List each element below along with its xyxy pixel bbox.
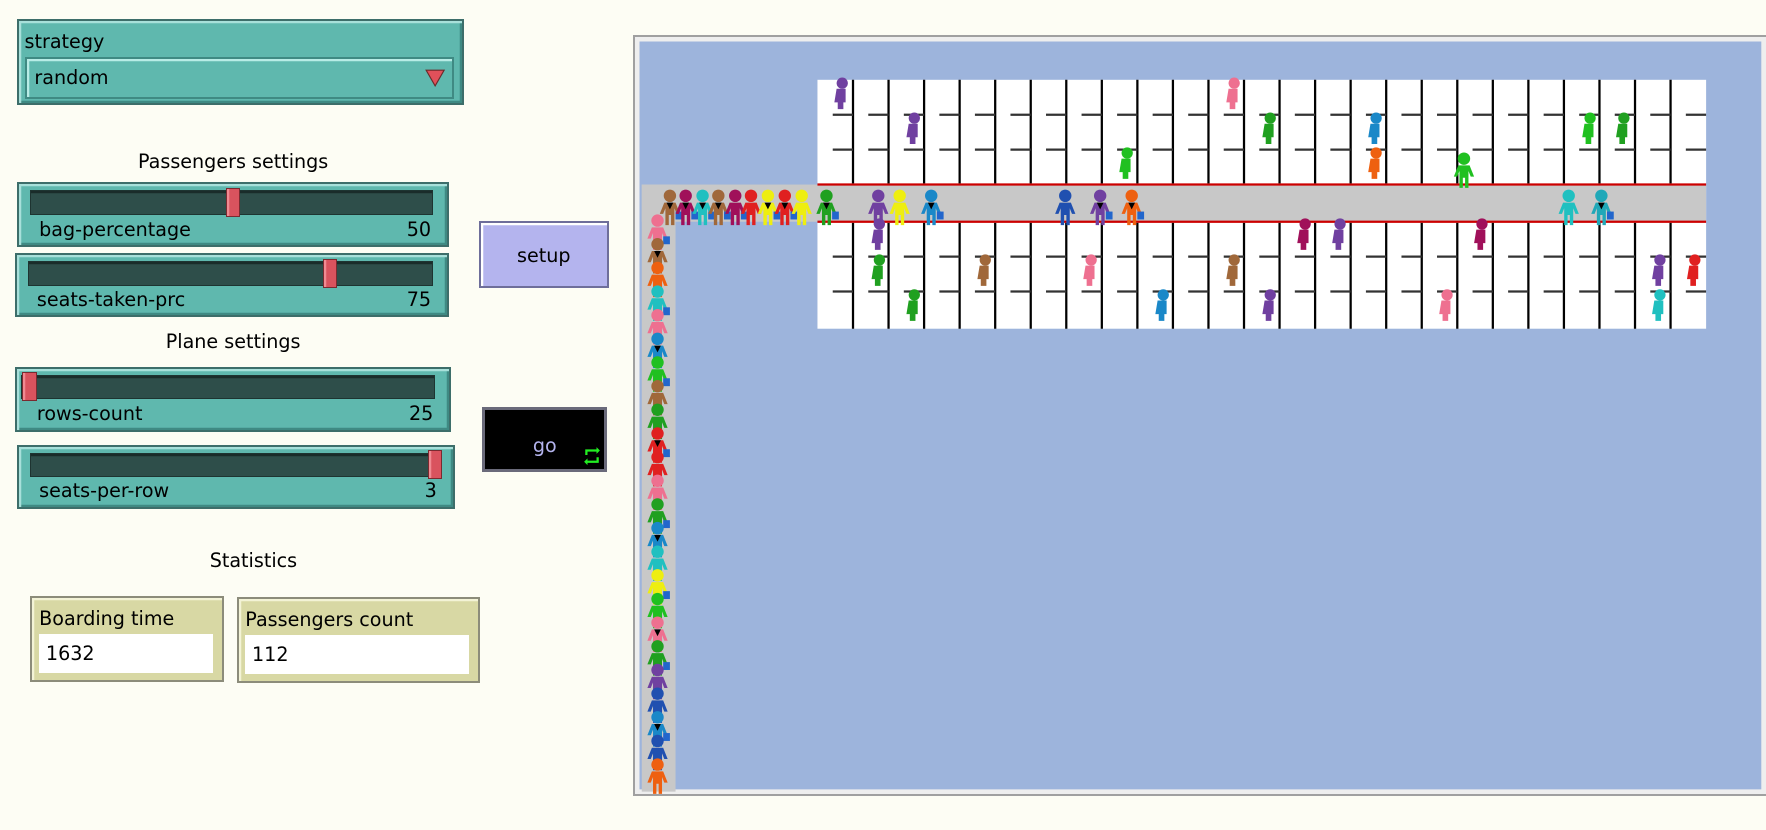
slider-value: 75	[406, 287, 432, 311]
passenger	[1119, 147, 1133, 179]
bag-percentage-slider[interactable]: bag-percentage 50	[16, 182, 449, 248]
passenger	[1121, 189, 1145, 225]
slider-thumb[interactable]	[225, 187, 241, 217]
monitor-value: 1632	[39, 633, 213, 674]
world-view[interactable]	[632, 34, 1766, 796]
passenger	[1332, 218, 1346, 250]
passenger	[692, 189, 715, 225]
passenger	[816, 189, 839, 225]
passenger	[774, 189, 798, 225]
setup-label: setup	[516, 244, 571, 268]
slider-thumb[interactable]	[322, 258, 338, 288]
passenger	[1226, 77, 1240, 109]
passenger	[1615, 112, 1630, 144]
passenger	[1558, 189, 1579, 225]
slider-value: 50	[406, 217, 432, 241]
passenger	[740, 189, 762, 225]
passengers-count-monitor: Passengers count 112	[236, 596, 481, 684]
passenger	[1474, 218, 1488, 250]
statistics-title: Statistics	[209, 548, 298, 572]
passenger	[1055, 189, 1076, 225]
seats-taken-prc-slider[interactable]: seats-taken-prc 75	[14, 253, 449, 318]
slider-thumb[interactable]	[22, 372, 37, 402]
passenger	[871, 254, 886, 286]
passenger	[906, 112, 920, 144]
passenger	[647, 758, 668, 794]
passengers-settings-title: Passengers settings	[137, 149, 329, 173]
passenger	[1686, 254, 1701, 286]
forever-icon	[584, 446, 600, 465]
passenger	[708, 189, 731, 225]
passenger	[675, 189, 699, 225]
passenger	[1591, 189, 1614, 225]
passenger	[868, 189, 889, 225]
passenger	[1297, 218, 1311, 250]
passenger	[1652, 289, 1666, 321]
go-button[interactable]: go	[482, 406, 608, 473]
strategy-label: strategy	[24, 30, 105, 54]
passenger	[921, 189, 944, 225]
go-label: go	[532, 434, 557, 458]
aisle	[641, 184, 1707, 222]
slider-name: seats-taken-prc	[36, 287, 186, 311]
slider-name: bag-percentage	[39, 217, 191, 241]
monitor-label: Boarding time	[39, 606, 175, 630]
passenger	[1083, 254, 1097, 286]
monitor-label: Passengers count	[245, 607, 414, 631]
plane-settings-title: Plane settings	[165, 330, 301, 353]
strategy-value: random	[34, 65, 109, 89]
boarding-time-monitor: Boarding time 1632	[30, 595, 224, 683]
slider-name: rows-count	[36, 402, 143, 426]
setup-button[interactable]: setup	[478, 220, 609, 288]
passenger	[1089, 189, 1113, 225]
passenger	[1368, 147, 1382, 179]
passenger	[791, 189, 812, 225]
passenger	[1368, 112, 1382, 144]
passenger	[1652, 254, 1666, 286]
slider-value: 25	[409, 402, 434, 426]
passenger	[757, 189, 781, 225]
rows-count-slider[interactable]: rows-count 25	[14, 367, 452, 432]
strategy-select[interactable]: random	[24, 57, 455, 100]
strategy-chooser[interactable]: strategy random	[16, 19, 464, 106]
passenger	[725, 189, 748, 225]
passenger	[889, 189, 910, 225]
slider-value: 3	[424, 479, 437, 503]
dropdown-arrow-icon	[425, 69, 446, 88]
passenger	[1155, 289, 1169, 321]
passenger	[1262, 112, 1276, 144]
passenger	[659, 189, 683, 225]
passenger	[1453, 152, 1475, 188]
passenger	[1262, 289, 1276, 321]
passenger	[977, 254, 991, 286]
passenger	[1439, 289, 1453, 321]
seats-per-row-slider[interactable]: seats-per-row 3	[16, 444, 455, 509]
monitor-value: 112	[245, 635, 470, 675]
world-canvas	[639, 41, 1762, 794]
passenger	[906, 289, 920, 321]
passenger	[1226, 254, 1240, 286]
passenger	[834, 77, 848, 109]
passenger	[1582, 112, 1596, 144]
passenger	[871, 218, 886, 250]
slider-thumb[interactable]	[427, 450, 442, 480]
slider-name: seats-per-row	[39, 479, 170, 503]
